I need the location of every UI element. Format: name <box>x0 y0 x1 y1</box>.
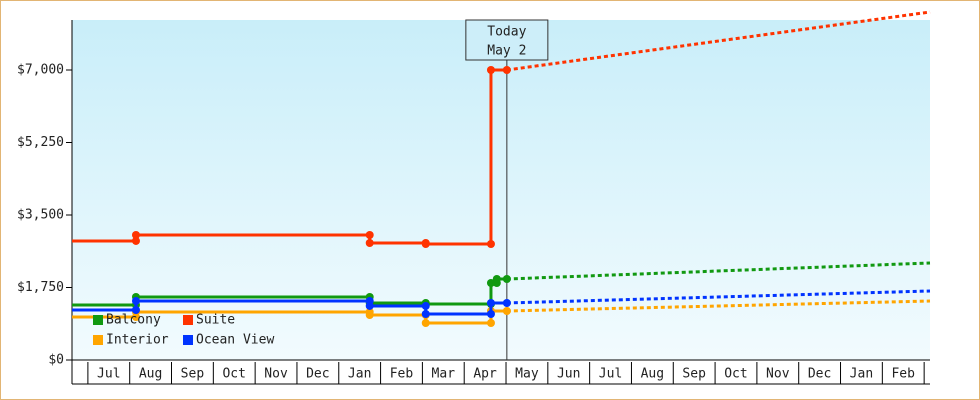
point <box>492 275 501 284</box>
x-tick-label: Oct <box>222 367 245 382</box>
legend-swatch <box>93 335 103 345</box>
point <box>421 301 430 310</box>
projection-line <box>506 261 931 281</box>
legend-label: Ocean View <box>196 333 274 348</box>
point <box>421 240 430 249</box>
point <box>486 298 495 307</box>
x-tick-label: Jun <box>557 367 580 382</box>
point <box>486 278 495 287</box>
x-tick-label: May <box>515 367 539 382</box>
point <box>131 231 140 240</box>
point <box>131 297 140 306</box>
x-tick-label: Jul <box>97 367 120 382</box>
point <box>365 239 374 248</box>
x-tick-label: Jul <box>599 367 622 382</box>
today-label: May 2 <box>487 44 526 59</box>
point <box>502 66 511 75</box>
x-tick-label: Dec <box>808 367 831 382</box>
y-tick-label: $7,000 <box>17 63 64 78</box>
x-tick-label: Nov <box>766 367 790 382</box>
x-tick-label: Sep <box>682 367 706 382</box>
point <box>502 306 511 315</box>
legend-swatch <box>183 335 193 345</box>
point <box>502 298 511 307</box>
today-box <box>465 19 549 61</box>
x-tick-label: Apr <box>473 367 497 382</box>
point <box>421 319 430 328</box>
x-tick-label: Oct <box>724 367 747 382</box>
x-tick-label: Aug <box>641 367 664 382</box>
y-tick-label: $0 <box>48 353 64 368</box>
y-tick-label: $3,500 <box>17 208 64 223</box>
legend-label: Interior <box>106 333 169 348</box>
x-tick-label: Mar <box>432 367 456 382</box>
legend-label: Suite <box>196 313 235 328</box>
point <box>486 310 495 319</box>
x-tick-label: Feb <box>390 367 414 382</box>
y-tick-label: $5,250 <box>17 135 64 150</box>
point <box>365 231 374 240</box>
point <box>365 301 374 310</box>
legend-swatch <box>183 315 193 325</box>
x-tick-label: Sep <box>181 367 205 382</box>
x-tick-label: Jan <box>850 367 873 382</box>
x-tick-label: Feb <box>891 367 915 382</box>
x-tick-label: Dec <box>306 367 329 382</box>
x-tick-label: Aug <box>139 367 162 382</box>
today-label: Today <box>487 25 526 40</box>
projection-line <box>506 10 931 72</box>
point <box>421 310 430 319</box>
point <box>502 275 511 284</box>
point <box>365 311 374 320</box>
legend-label: Balcony <box>106 313 161 328</box>
y-tick-label: $1,750 <box>17 280 64 295</box>
projection-line <box>506 289 931 305</box>
projection-line <box>506 299 931 313</box>
point <box>486 240 495 249</box>
point <box>131 236 140 245</box>
x-tick-label: Jan <box>348 367 371 382</box>
point <box>486 319 495 328</box>
series-line <box>72 299 507 316</box>
legend-swatch <box>93 315 103 325</box>
point <box>131 305 140 314</box>
x-tick-label: Nov <box>264 367 288 382</box>
point <box>486 66 495 75</box>
